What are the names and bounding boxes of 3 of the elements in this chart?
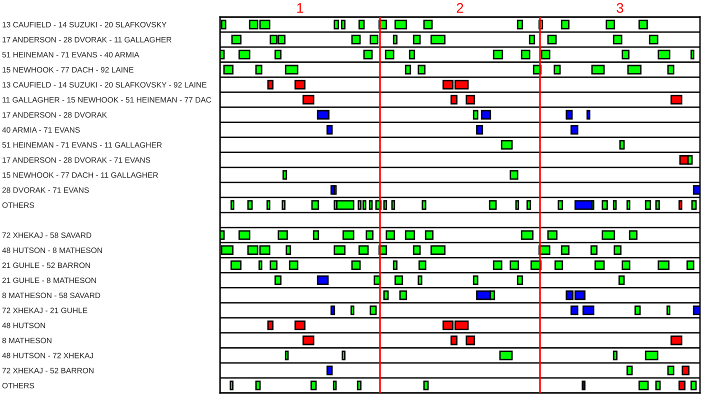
x-tick-label: 3 xyxy=(616,3,624,13)
x-tick-label: 1 xyxy=(297,3,304,13)
x-tick-label: 2 xyxy=(456,3,464,13)
